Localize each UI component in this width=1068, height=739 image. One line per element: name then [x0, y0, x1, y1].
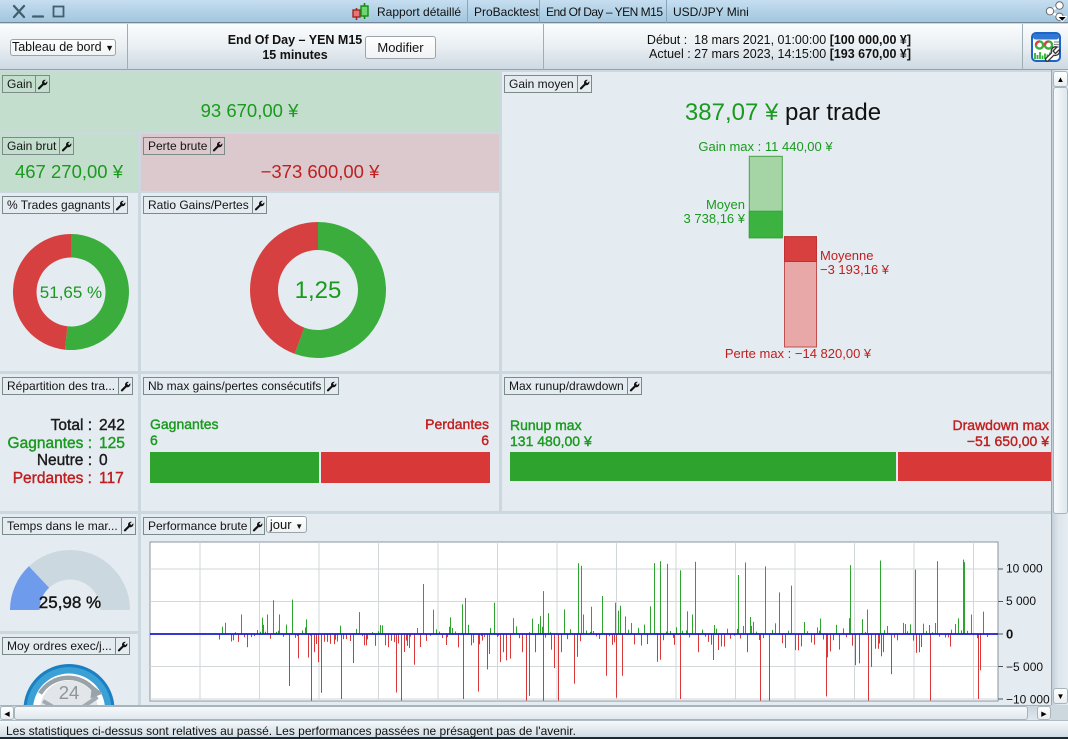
- svg-text:51,65 %: 51,65 %: [40, 283, 102, 302]
- svg-text:−5 000: −5 000: [1006, 660, 1043, 674]
- svg-text:10 000: 10 000: [1006, 562, 1043, 576]
- svg-text:24: 24: [59, 682, 80, 703]
- svg-text:25,98 %: 25,98 %: [39, 593, 101, 612]
- svg-text:1,25: 1,25: [295, 277, 342, 304]
- svg-text:5 000: 5 000: [1006, 594, 1036, 608]
- svg-text:−10 000: −10 000: [1006, 693, 1050, 706]
- svg-text:0: 0: [1006, 627, 1013, 642]
